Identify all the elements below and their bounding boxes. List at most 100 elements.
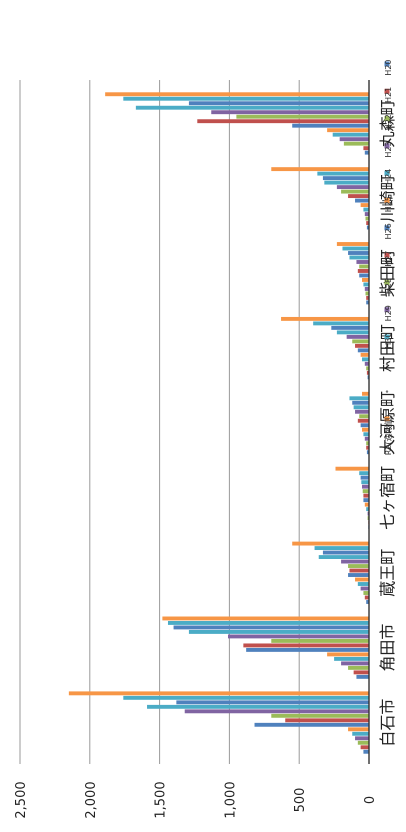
bar [123, 695, 369, 700]
bar [317, 171, 369, 176]
bar [184, 709, 369, 714]
bar [357, 740, 369, 745]
bar [348, 573, 369, 577]
y-tick-label: 1,500 [154, 781, 169, 818]
bar [366, 225, 369, 230]
legend-label: H21 [384, 87, 393, 103]
bar [349, 396, 369, 401]
bar [355, 198, 369, 203]
bar [360, 203, 369, 208]
category-label: 村田町 [378, 324, 397, 372]
bar [362, 484, 369, 489]
bar [335, 466, 369, 471]
bar [243, 643, 369, 648]
bar [363, 207, 369, 212]
bar [366, 441, 369, 446]
bar [331, 325, 369, 330]
bar [366, 221, 369, 225]
bar [366, 450, 369, 455]
bar [318, 555, 369, 559]
bar [366, 300, 369, 305]
bar [353, 405, 369, 410]
gridlines [19, 80, 300, 764]
bar [360, 423, 369, 428]
y-tick-label: 1,000 [223, 781, 238, 818]
bar [364, 212, 369, 217]
bar [246, 647, 369, 652]
bar [336, 330, 369, 335]
bar [352, 731, 369, 736]
bar [313, 321, 369, 326]
bar [339, 137, 369, 142]
bar [359, 264, 369, 269]
bar [362, 489, 369, 494]
bar [271, 638, 369, 643]
bar [324, 180, 369, 185]
y-tick-label: 2,000 [84, 781, 99, 818]
bar [341, 189, 369, 194]
bar [197, 119, 369, 124]
bar [362, 357, 369, 362]
legend-label: R2(速報値) [383, 414, 393, 455]
bar [362, 427, 369, 432]
legend: H20 H21 H22 H23 H24 H25 H26 H27 H28 H29 H30 R2(速報値) [383, 60, 393, 456]
category-label: 七ヶ宿町 [378, 466, 397, 530]
bar [343, 141, 369, 146]
legend-swatch [384, 307, 390, 313]
legend-dot [385, 363, 389, 366]
legend-label: H24 [384, 169, 393, 185]
category-label: 角田市 [378, 624, 397, 672]
bar [322, 550, 369, 555]
category-label: 柴田町 [378, 249, 397, 297]
bar [348, 251, 369, 255]
bar [363, 591, 369, 595]
legend-dot [385, 390, 389, 393]
bar [341, 559, 369, 564]
bar [366, 366, 369, 371]
bar [105, 92, 369, 97]
legend-swatch [384, 334, 390, 340]
bar [359, 414, 369, 419]
legend-swatch [384, 198, 390, 203]
bar [363, 146, 369, 151]
bar [360, 475, 369, 480]
bar [356, 260, 369, 264]
legend-label: H26 [384, 223, 393, 239]
bar [346, 334, 369, 339]
bar [361, 480, 369, 485]
bar [355, 343, 369, 348]
legend-label: H22 [384, 114, 393, 130]
legend-swatch [384, 116, 390, 122]
bar [348, 727, 369, 732]
bar [365, 216, 369, 221]
bar [314, 546, 369, 551]
bar [327, 128, 369, 133]
bar [188, 101, 369, 106]
bar [236, 114, 369, 119]
bar [167, 621, 369, 625]
bar [292, 123, 369, 128]
legend-swatch [384, 88, 390, 94]
category-label: 蔵王町 [378, 549, 397, 597]
bar [364, 361, 369, 366]
category-label: 大河原町 [378, 391, 397, 455]
bar [332, 132, 369, 137]
y-tick-label: 0 [363, 796, 378, 804]
legend-swatch [384, 225, 390, 231]
bar [147, 704, 369, 709]
bar [365, 291, 369, 296]
bar [348, 194, 369, 199]
legend-swatch [384, 279, 390, 285]
bar [360, 586, 369, 591]
bar [135, 105, 369, 110]
bar [352, 339, 369, 344]
bar [348, 564, 369, 568]
bar [254, 722, 369, 727]
bar [322, 176, 369, 181]
bar [341, 661, 369, 666]
bars [68, 92, 370, 754]
bar [327, 652, 369, 657]
legend-label: H29 [384, 305, 393, 321]
bar [359, 273, 369, 278]
